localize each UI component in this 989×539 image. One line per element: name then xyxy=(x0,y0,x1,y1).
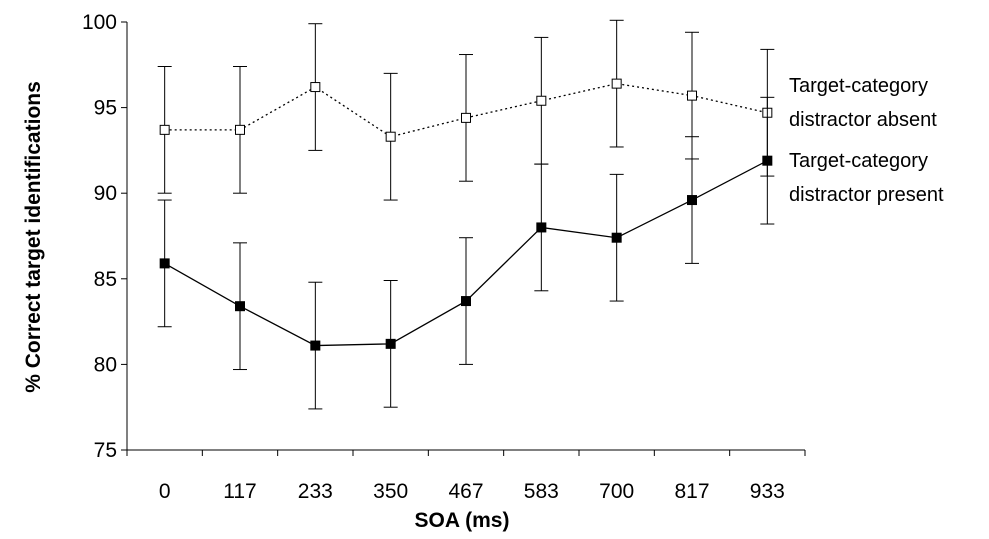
data-point-present xyxy=(159,258,170,269)
data-point-present xyxy=(536,222,547,233)
data-point-absent xyxy=(461,112,471,123)
y-axis: 75 80 85 90 95 100 xyxy=(82,11,128,462)
y-tick-label: 100 xyxy=(82,11,117,34)
data-point-present xyxy=(611,232,622,243)
series-absent xyxy=(157,19,775,201)
y-tick-label: 80 xyxy=(94,353,117,376)
legend-label-present: distractor present xyxy=(789,184,944,206)
x-axis-title: SOA (ms) xyxy=(415,509,510,532)
x-tick-label: 117 xyxy=(223,480,256,503)
x-tick-label: 0 xyxy=(159,480,171,503)
x-tick-label: 233 xyxy=(298,480,333,503)
data-point-absent xyxy=(159,124,170,135)
legend-label-absent: Target-category xyxy=(789,75,928,97)
x-tick-label: 467 xyxy=(448,480,483,503)
series-line-absent xyxy=(164,82,768,138)
x-axis: 0 117 233 350 467 583 700 817 933 xyxy=(126,449,806,503)
data-point-present xyxy=(310,340,321,351)
y-tick-label: 95 xyxy=(94,97,117,120)
x-tick-label: 350 xyxy=(373,480,408,503)
x-tick-label: 933 xyxy=(750,480,785,503)
y-axis-title: % Correct target identifications xyxy=(22,81,45,393)
x-tick-label: 700 xyxy=(599,480,634,503)
data-point-present xyxy=(687,195,697,206)
data-point-present xyxy=(385,338,396,349)
data-point-absent xyxy=(235,124,245,135)
series-present xyxy=(157,96,775,410)
legend-label-absent: distractor absent xyxy=(789,109,937,131)
data-point-absent xyxy=(385,131,396,142)
y-tick-label: 85 xyxy=(94,268,117,291)
x-tick-label: 583 xyxy=(524,480,559,503)
data-point-absent xyxy=(310,82,321,93)
data-point-absent xyxy=(611,78,622,89)
y-tick-label: 75 xyxy=(94,439,117,462)
data-point-present xyxy=(235,301,245,312)
data-point-absent xyxy=(536,95,547,106)
legend: Target-category distractor absent Target-c… xyxy=(789,75,944,206)
data-point-present xyxy=(461,296,471,307)
plot-area xyxy=(157,19,775,410)
data-point-present xyxy=(762,155,773,166)
y-tick-label: 90 xyxy=(94,182,117,205)
legend-label-present: Target-category xyxy=(789,150,928,172)
x-tick-label: 817 xyxy=(674,480,709,503)
data-point-absent xyxy=(687,90,697,101)
